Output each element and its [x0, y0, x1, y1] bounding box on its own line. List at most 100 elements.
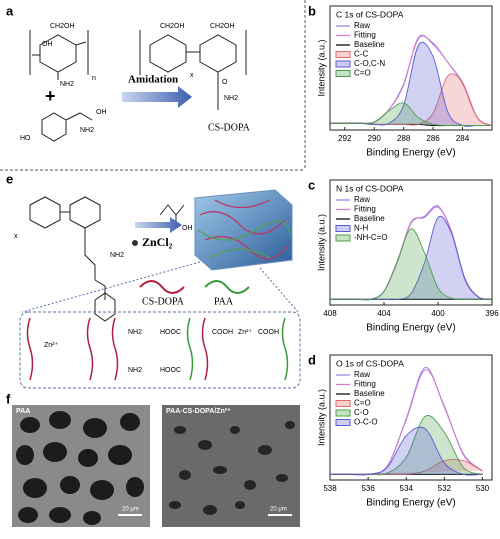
plot-frame — [329, 5, 493, 131]
x-axis-label: Binding Energy (eV) — [366, 498, 456, 509]
chem-group: NH2 — [224, 95, 238, 102]
arrow — [122, 86, 192, 108]
x-tick-label: 532 — [438, 484, 452, 493]
interaction-box — [19, 311, 301, 389]
zoom-line — [21, 261, 201, 313]
repeat-index: n — [92, 75, 96, 82]
product-label: CS-DOPA — [208, 122, 251, 133]
legend-label: PAA — [214, 296, 234, 307]
x-tick-label: 292 — [338, 134, 352, 143]
legend-swatch — [335, 409, 351, 417]
arrow — [135, 217, 182, 233]
plot-frame — [329, 179, 493, 306]
legend-label: Fitting — [354, 31, 376, 40]
panel-label: e — [6, 171, 13, 186]
chem-group: NH2 — [128, 329, 142, 336]
x-tick-label: 288 — [397, 134, 411, 143]
peak-fill — [330, 415, 483, 475]
legend-label: C=O — [354, 399, 371, 408]
y-axis-label: Intensity (a.u.) — [316, 39, 326, 96]
legend-label: C=O — [354, 69, 371, 78]
plus: + — [45, 86, 56, 106]
reaction-label: Amidation — [128, 74, 178, 86]
x-tick-label: 284 — [456, 134, 470, 143]
panel-label: b — [308, 3, 316, 18]
pores — [169, 421, 295, 515]
hydrogel — [194, 189, 293, 271]
chem-group: CH2OH — [160, 23, 185, 30]
chem-group: COOH — [212, 329, 233, 336]
x-tick-label: 408 — [323, 309, 337, 318]
network — [197, 220, 291, 259]
legend-label: N-H — [354, 224, 368, 233]
image-label: PAA-CS-DOPA/Zn²⁺ — [166, 408, 231, 415]
legend-label: Raw — [354, 370, 370, 379]
dot — [132, 240, 138, 246]
peak-curve — [330, 426, 483, 476]
x-tick-label: 536 — [361, 484, 375, 493]
legend-label: C-C — [354, 50, 368, 59]
panel-label: d — [308, 352, 316, 367]
legend-swatch — [335, 51, 351, 58]
plot-frame — [329, 354, 493, 481]
pores — [16, 411, 144, 525]
legend-label: -NH-C=O — [354, 233, 388, 242]
x-axis-label: Binding Energy (eV) — [366, 148, 456, 159]
peak-fill — [330, 102, 492, 126]
panel-label: f — [6, 391, 11, 406]
interaction-chains — [26, 317, 289, 381]
legend-label: Fitting — [354, 380, 376, 389]
peak-curve — [329, 102, 492, 127]
peak-curve — [329, 228, 492, 301]
legend-label: C-O — [354, 408, 369, 417]
chem-group: HOOC — [160, 329, 181, 336]
x-tick-label: 530 — [476, 484, 490, 493]
reagent: ZnCl₂ — [142, 235, 173, 249]
x-tick-label: 290 — [368, 134, 382, 143]
legend-label: CS-DOPA — [142, 296, 185, 307]
chem-group: Zn²⁺ — [238, 329, 253, 336]
x-tick-label: 396 — [485, 309, 499, 318]
repeat-index: x — [190, 72, 194, 79]
x-tick-label: 400 — [431, 309, 445, 318]
scale-label: 20 μm — [122, 507, 139, 513]
legend-swatch — [335, 400, 351, 407]
scale-label: 20 μm — [270, 507, 287, 513]
chitosan-structure — [29, 30, 247, 142]
chem-group: Zn²⁺ — [44, 342, 59, 349]
chem-group: CH2OH — [50, 23, 75, 30]
legend-label: Baseline — [354, 40, 385, 49]
x-tick-label: 534 — [400, 484, 414, 493]
chart-title: O 1s of CS-DOPA — [336, 358, 404, 368]
peak-fill — [330, 73, 492, 126]
legend-label: Raw — [354, 21, 370, 30]
legend-label: Fitting — [354, 205, 376, 214]
chem-group: NH2 — [128, 367, 142, 374]
chart-title: N 1s of CS-DOPA — [336, 183, 404, 193]
legend-wave — [139, 280, 185, 294]
panel-label: a — [6, 3, 14, 18]
legend-label: Raw — [354, 195, 370, 204]
x-tick-label: 404 — [377, 309, 391, 318]
chem-group: CH2OH — [210, 23, 235, 30]
legend-swatch — [335, 70, 351, 77]
chem-group: HO — [20, 135, 31, 142]
legend-label: Baseline — [354, 389, 385, 398]
repeat-index: x — [14, 233, 18, 240]
x-tick-label: 286 — [426, 134, 440, 143]
peak-fill — [330, 216, 492, 300]
peak-fill — [330, 228, 492, 300]
legend-swatch — [335, 60, 351, 68]
image-label: PAA — [16, 408, 30, 415]
chem-group: OH — [96, 109, 107, 116]
legend-swatch — [335, 419, 351, 426]
chem-group: OH — [42, 41, 53, 48]
chem-group: O — [222, 79, 228, 86]
chem-group: NH2 — [110, 252, 124, 259]
y-axis-label: Intensity (a.u.) — [316, 389, 326, 446]
chem-group: OH — [182, 225, 193, 232]
legend-wave — [204, 280, 250, 294]
legend-swatch — [335, 225, 351, 232]
y-axis-label: Intensity (a.u.) — [316, 214, 326, 271]
